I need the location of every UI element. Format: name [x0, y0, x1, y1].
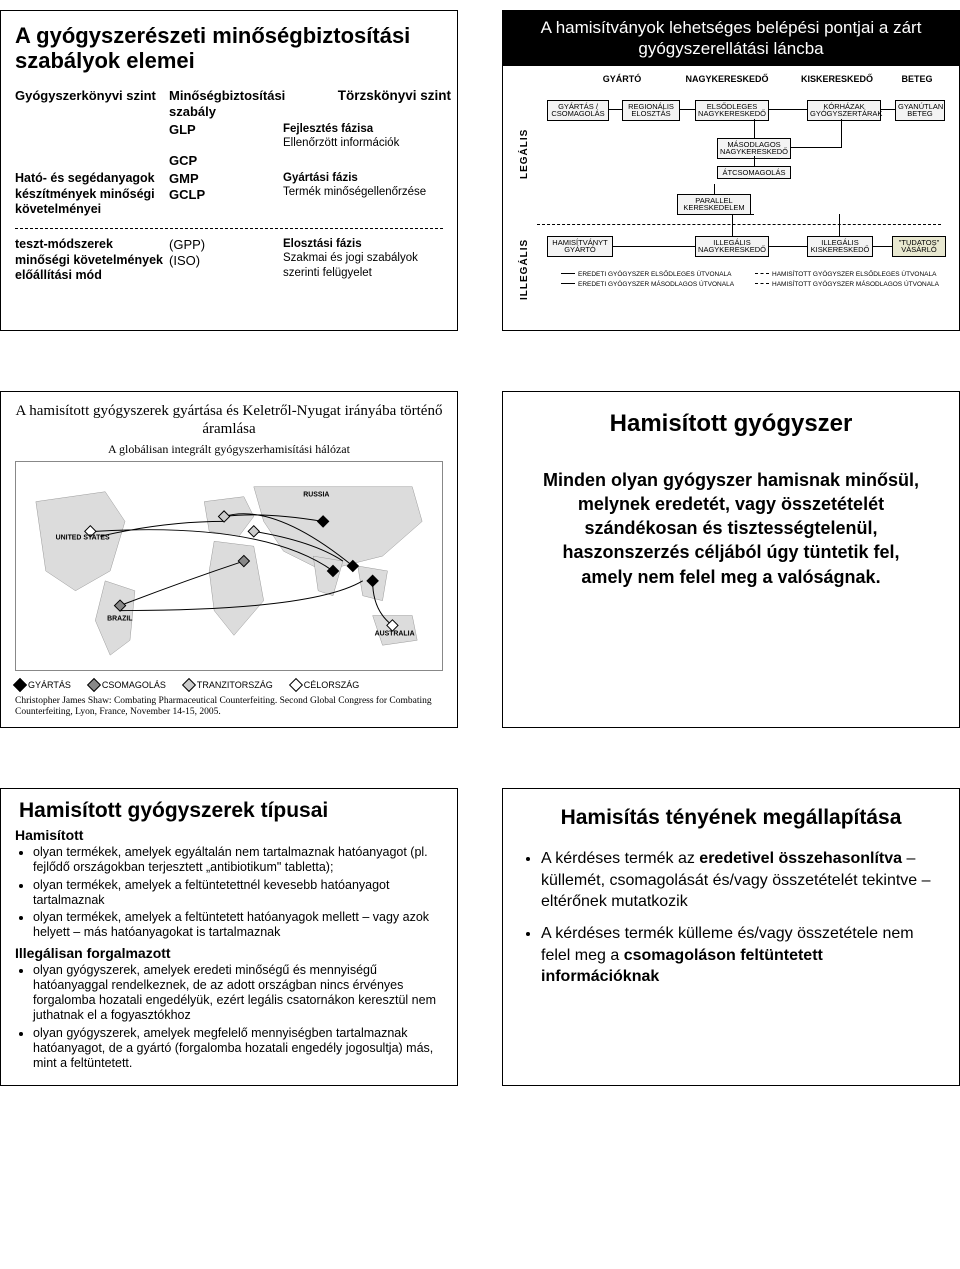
arrow-2 [680, 109, 695, 110]
box-elsodleges: ELSŐDLEGES NAGYKERESKEDŐ [695, 100, 769, 122]
box-hamis-gyarto: HAMISÍTVÁNYT GYÁRTÓ [547, 236, 613, 258]
box-atcsomagolas: ÁTCSOMAGOLÁS [717, 166, 791, 180]
list-item: A kérdéses termék az eredetivel összehas… [541, 848, 939, 913]
box-parallel: PARALLEL KERESKEDELEM [677, 194, 751, 216]
box-ill-kisk: ILLEGÁLIS KISKERESKEDŐ [807, 236, 873, 258]
phase-mfg-sub: Termék minőségellenőrzése [283, 185, 451, 199]
col-hdr-book-level: Gyógyszerkönyvi szint [15, 88, 165, 121]
slide-types: Hamisított gyógyszerek típusai Hamisítot… [0, 788, 458, 1086]
vline-sec-to-retail [841, 119, 842, 148]
page: A gyógyszerészeti minőség­biztosítási sz… [0, 0, 960, 1126]
side-legalis: LEGÁLIS [519, 104, 535, 204]
list-item: olyan termékek, amelyek a feltüntetett h… [33, 910, 443, 941]
slide1-grid-bottom: teszt-módszerek minőségi követelmények e… [15, 237, 443, 284]
box-regionalis: REGIONÁLIS ELOSZTÁS [622, 100, 680, 122]
arrow-1 [609, 109, 622, 110]
phase-dist: Elosztási fázis [283, 237, 451, 251]
slide6-list: A kérdéses termék az eredetivel összehas… [541, 848, 939, 988]
rule-gmp: GMP [169, 171, 279, 187]
slide-quality-rules: A gyógyszerészeti minőség­biztosítási sz… [0, 10, 458, 331]
slide-entry-points: A hamisítványok lehetséges belépési pont… [502, 10, 960, 331]
rule-gcp: GCP [169, 153, 279, 169]
box-korhazak: KÓRHÁZAK GYÓGYSZERTÁRAK [807, 100, 881, 122]
map-label-au: AUSTRALIA [375, 630, 415, 637]
legend-tranzit: TRANZITORSZÁG [184, 680, 273, 691]
legend-n1: EREDETI GYÓGYSZER ELSŐDLEGES ÚTVONALA [561, 272, 732, 279]
ill-arrow-1 [613, 246, 695, 247]
col-hdr-reg-level: Törzskönyvi szint [283, 88, 451, 121]
vline-3 [714, 184, 715, 194]
map-legend: GYÁRTÁS CSOMAGOLÁS TRANZITORSZÁG CÉLORSZ… [15, 680, 443, 691]
slide3-title: A hamisított gyógyszerek gyártása és Kel… [15, 402, 443, 438]
rule-iso: (ISO) [169, 253, 279, 269]
slide2-title: A hamisítványok lehetséges belépési pont… [503, 11, 959, 66]
legend-cel: CÉLORSZÁG [291, 680, 360, 691]
list-item: olyan termékek, amelyek a feltüntetettné… [33, 878, 443, 909]
legend-n3: HAMISÍTOTT GYÓGYSZER ELSŐDLEGES ÚTVONALA [755, 272, 936, 279]
slide-detection: Hamisítás tényének megállapítása A kérdé… [502, 788, 960, 1086]
left-test-methods: teszt-módszerek minőségi követelmények e… [15, 237, 165, 284]
legend-n4: HAMISÍTOTT GYÓGYSZER MÁSODLAGOS ÚTVONALA [755, 282, 939, 289]
slide-definition: Hamisított gyógyszer Minden olyan gyógys… [502, 391, 960, 729]
map-label-ru: RUSSIA [303, 491, 329, 498]
cross-2 [839, 214, 840, 236]
box-tudatos: "TUDATOS" VÁSÁRLÓ [892, 236, 946, 258]
list-item: olyan gyógyszerek, amelyek megfelelő men… [33, 1026, 443, 1072]
slide1-grid: Gyógyszerkönyvi szint Minőségbiztosítási… [15, 88, 443, 218]
row-2: A hamisított gyógyszerek gyártása és Kel… [0, 391, 960, 729]
phase-dist-sub: Szakmai és jogi szabályok szerinti felüg… [283, 251, 451, 280]
rule-glp: GLP [169, 122, 279, 151]
row-1: A gyógyszerészeti minőség­biztosítási sz… [0, 10, 960, 331]
arrow-4 [881, 109, 895, 110]
cross-1 [732, 214, 733, 236]
list-item: olyan gyógyszerek, amelyek eredeti minős… [33, 963, 443, 1024]
col-beteg: BETEG [892, 74, 942, 84]
map-label-br: BRAZIL [107, 615, 133, 622]
slide6-title: Hamisítás tényének megállapítása [517, 805, 945, 830]
arrow-3 [769, 109, 807, 110]
legend-gyartas: GYÁRTÁS [15, 680, 71, 691]
side-illegalis: ILLEGÁLIS [519, 234, 535, 304]
ill-arrow-3 [873, 246, 892, 247]
world-map-svg: UNITED STATES RUSSIA BRAZIL AUSTRALIA [15, 461, 443, 671]
slide3-reference: Christopher James Shaw: Combating Pharma… [15, 696, 443, 717]
phase-dev: Fejlesztés fázisa [283, 122, 451, 136]
col-nagykeresk: NAGYKERESKEDŐ [682, 74, 772, 84]
box-gyartas: GYÁRTÁS / CSOMAGOLÁS [547, 100, 609, 122]
col-gyarto: GYÁRTÓ [577, 74, 667, 84]
list-item: A kérdéses termék külleme és/vagy összet… [541, 923, 939, 988]
cross-1b [732, 214, 754, 215]
phase-dev-sub: Ellenőrzött információk [283, 136, 451, 150]
vline-2 [754, 156, 755, 166]
slide4-title: Hamisított gyógyszer [517, 410, 945, 438]
slide-world-map: A hamisított gyógyszerek gyártása és Kel… [0, 391, 458, 729]
slide5-title: Hamisított gyógyszerek típusai [19, 799, 443, 823]
vline-1 [754, 119, 755, 138]
box-ill-nagyk: ILLEGÁLIS NAGYKERESKEDŐ [695, 236, 769, 258]
ill-arrow-2 [769, 246, 807, 247]
phase-mfg: Gyártási fázis [283, 171, 451, 185]
left-active-ingredients: Ható- és segédanyagok készítmények minős… [15, 171, 165, 218]
rule-gclp: GCLP [169, 187, 279, 203]
slide4-body: Minden olyan gyógyszer hamisnak minősül,… [517, 468, 945, 589]
rule-gpp: (GPP) [169, 237, 279, 253]
slide2-diagram: GYÁRTÓ NAGYKERESKEDŐ KISKERESKEDŐ BETEG … [517, 74, 945, 324]
box-gyanutlan: GYANÚTLAN BETEG [895, 100, 945, 122]
slide5-sec2-list: olyan gyógyszerek, amelyek eredeti minős… [33, 963, 443, 1072]
legend-csomagolas: CSOMAGOLÁS [89, 680, 166, 691]
slide5-sec2-h: Illegálisan forgalmazott [15, 945, 443, 961]
legend-n2: EREDETI GYÓGYSZER MÁSODLAGOS ÚTVONALA [561, 282, 734, 289]
slide3-sub: A globálisan integrált gyógyszerhamisítá… [15, 442, 443, 457]
hline-sec-to-retail [791, 147, 841, 148]
slide5-sec1-list: olyan termékek, amelyek egyáltalán nem t… [33, 845, 443, 941]
slide1-title: A gyógyszerészeti minőség­biztosítási sz… [15, 23, 443, 74]
row-3: Hamisított gyógyszerek típusai Hamisítot… [0, 788, 960, 1086]
slide5-sec1-h: Hamisított [15, 827, 443, 843]
col-kiskeresk: KISKERESKEDŐ [792, 74, 882, 84]
list-item: olyan termékek, amelyek egyáltalán nem t… [33, 845, 443, 876]
legal-illegal-divider [537, 224, 941, 225]
col-hdr-qa-rule: Minőségbiztosítási szabály [169, 88, 279, 121]
map-label-us: UNITED STATES [56, 534, 110, 541]
divider-dashed [15, 228, 443, 229]
